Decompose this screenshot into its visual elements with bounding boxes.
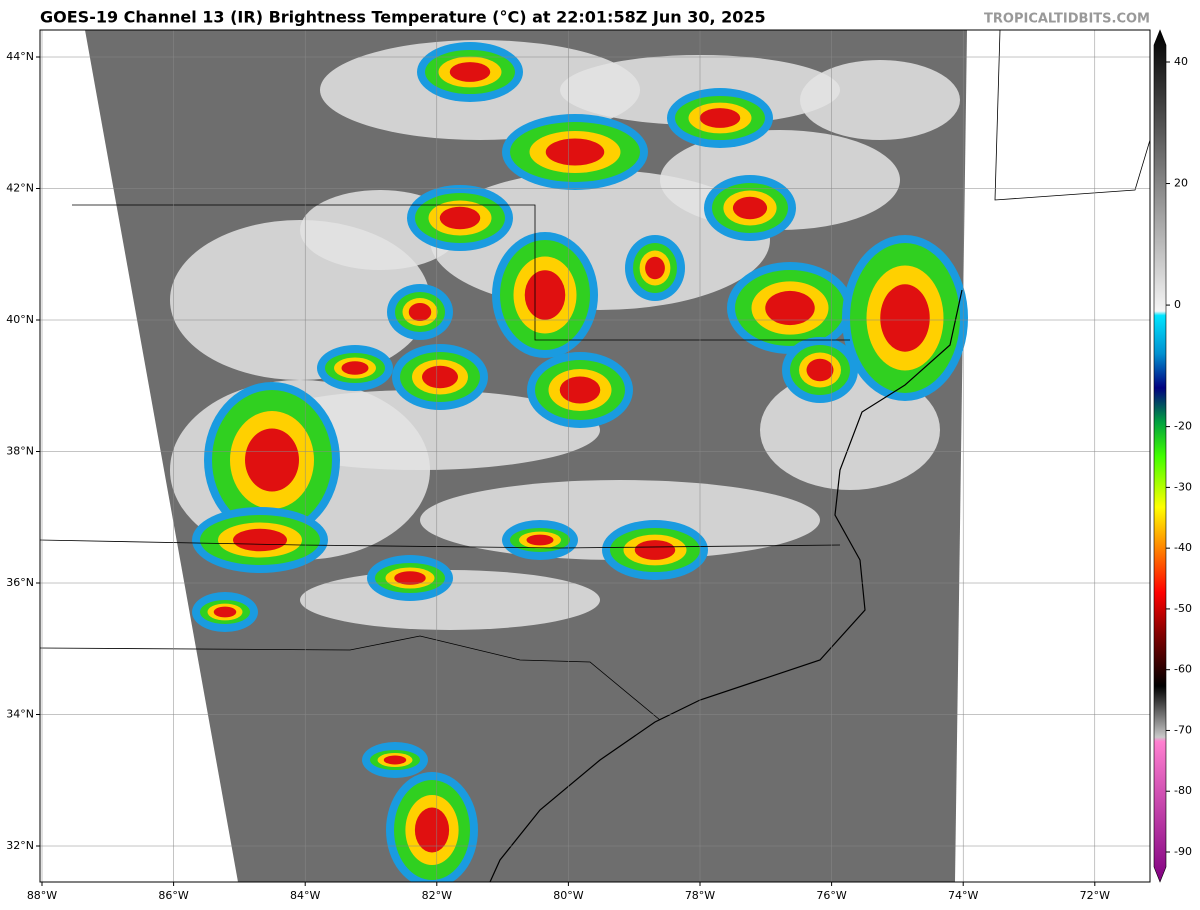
- colorbar-label: -60: [1174, 663, 1192, 676]
- colorbar: [1153, 29, 1167, 883]
- lat-label: 40°N: [6, 313, 34, 326]
- colorbar-label: 0: [1174, 298, 1181, 311]
- storm-cold-top: [634, 540, 676, 560]
- storm-cold-top: [383, 755, 407, 765]
- colorbar-label: -90: [1174, 845, 1192, 858]
- colorbar-label: -50: [1174, 602, 1192, 615]
- storm-cold-top: [439, 206, 481, 230]
- colorbar-label: -40: [1174, 541, 1192, 554]
- colorbar-label: -20: [1174, 420, 1192, 433]
- storm-cold-top: [422, 365, 458, 389]
- lon-label: 76°W: [816, 889, 846, 902]
- colorbar-label: 20: [1174, 177, 1188, 190]
- lon-label: 78°W: [685, 889, 715, 902]
- state-border: [40, 635, 661, 721]
- storms: [192, 42, 968, 882]
- storm-cold-top: [233, 528, 287, 552]
- colorbar-label: 40: [1174, 55, 1188, 68]
- storm-cold-top: [341, 361, 369, 375]
- map-frame: [39, 29, 1151, 883]
- watermark: TROPICALTIDBITS.COM: [984, 12, 1150, 27]
- cloud: [800, 60, 960, 140]
- title: GOES-19 Channel 13 (IR) Brightness Tempe…: [40, 8, 766, 27]
- lon-label: 88°W: [27, 889, 57, 902]
- storm-cold-top: [213, 606, 237, 618]
- lat-label: 42°N: [6, 182, 34, 195]
- storm-cold-top: [245, 428, 299, 492]
- lon-label: 72°W: [1080, 889, 1110, 902]
- storm-cold-top: [414, 807, 450, 853]
- storm-cold-top: [880, 284, 930, 352]
- map-area: [40, 30, 1150, 882]
- storm-cold-top: [699, 108, 741, 128]
- lon-label: 86°W: [158, 889, 188, 902]
- coastline: [489, 289, 963, 882]
- storm-cold-top: [408, 303, 432, 321]
- storm-cold-top: [732, 196, 768, 220]
- lat-label: 36°N: [6, 576, 34, 589]
- state-border: [72, 204, 850, 341]
- lon-label: 82°W: [422, 889, 452, 902]
- storm-cold-top: [559, 376, 601, 404]
- storm-cold-top: [806, 358, 834, 382]
- graticule: 44°N 42°N 40°N 38°N 36°N 34°N 32°N 88°W 86°W 84°W…: [6, 30, 1150, 902]
- storm-cold-top: [545, 138, 605, 166]
- storm-cold-top: [449, 62, 491, 82]
- storm-cold-top: [524, 270, 566, 320]
- colorbar-label: -70: [1174, 723, 1192, 736]
- storm-cold-top: [645, 256, 665, 280]
- colorbar-label: -80: [1174, 784, 1192, 797]
- colorbar-label: -30: [1174, 480, 1192, 493]
- lat-label: 38°N: [6, 445, 34, 458]
- storm-cold-top: [765, 290, 815, 326]
- lon-label: 84°W: [290, 889, 320, 902]
- lat-label: 34°N: [6, 708, 34, 721]
- lon-label: 80°W: [553, 889, 583, 902]
- storm-cold-top: [526, 534, 554, 546]
- state-border: [994, 30, 1150, 201]
- lat-label: 32°N: [6, 839, 34, 852]
- lon-label: 74°W: [948, 889, 978, 902]
- lat-label: 44°N: [6, 50, 34, 63]
- storm-cold-top: [394, 571, 426, 585]
